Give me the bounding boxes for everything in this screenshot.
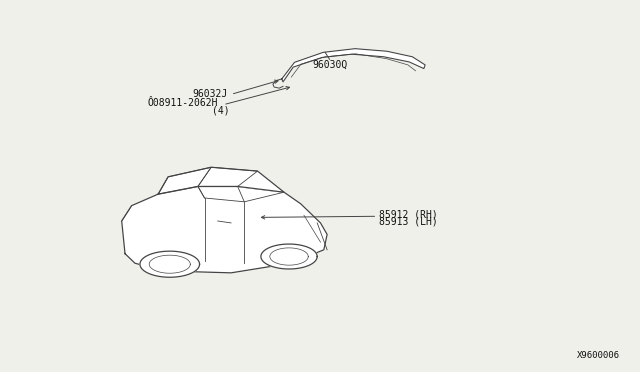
Polygon shape bbox=[158, 167, 284, 194]
Text: X9600006: X9600006 bbox=[577, 350, 620, 359]
Text: 85913 (LH): 85913 (LH) bbox=[379, 217, 437, 227]
Text: 85912 (RH): 85912 (RH) bbox=[379, 209, 437, 219]
Polygon shape bbox=[228, 206, 259, 230]
Text: (4): (4) bbox=[212, 106, 230, 116]
Polygon shape bbox=[122, 186, 327, 273]
Text: 96030Q: 96030Q bbox=[312, 60, 348, 69]
Text: 96032J: 96032J bbox=[193, 89, 228, 99]
Text: Ô08911-2062H: Ô08911-2062H bbox=[148, 98, 218, 108]
Polygon shape bbox=[140, 251, 200, 277]
Polygon shape bbox=[261, 244, 317, 269]
Polygon shape bbox=[282, 49, 425, 82]
